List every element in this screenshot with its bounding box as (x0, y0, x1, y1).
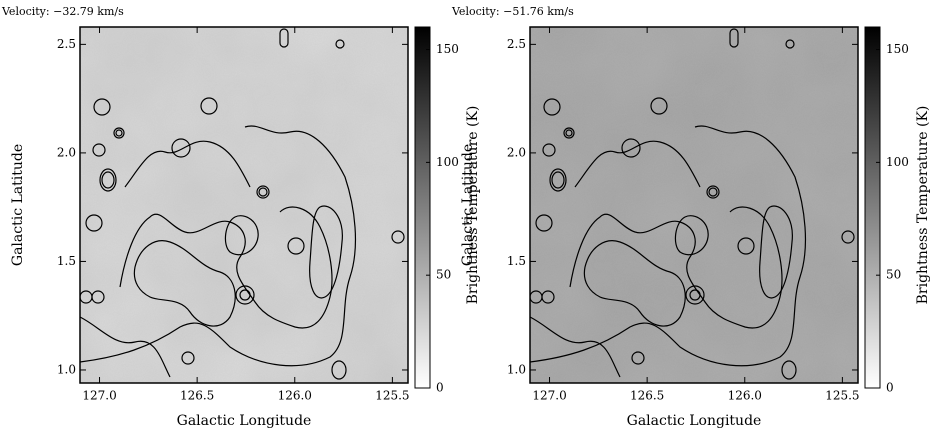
image-noise (530, 27, 858, 383)
panel: Velocity: −51.76 km/s 127.0 126.5 126.0 125.… (451, 5, 930, 429)
image (530, 27, 858, 383)
panel-title: Velocity: −32.79 km/s (1, 5, 124, 18)
plot-frame (529, 26, 859, 384)
panel: Velocity: −32.79 km/s 127.0 126.5 126.0 125.… (1, 5, 481, 429)
y-axis-label: Galactic Latitude (460, 144, 476, 266)
x-tick-label: 126.0 (278, 389, 312, 403)
y-tick-label: 1.0 (507, 362, 526, 376)
colorbar-tick-label: 150 (886, 42, 909, 56)
y-tick-label: 1.0 (57, 362, 76, 376)
colorbar-tick-label: 0 (436, 381, 444, 395)
colorbar-tick-label: 0 (886, 381, 894, 395)
image-noise (80, 27, 408, 383)
x-tick-label: 125.5 (375, 389, 409, 403)
colorbar-tick-label: 150 (436, 42, 459, 56)
x-axis-label: Galactic Longitude (627, 413, 762, 429)
image (80, 27, 408, 383)
y-axis-label: Galactic Latitude (10, 144, 26, 266)
panel-title: Velocity: −51.76 km/s (451, 5, 574, 18)
y-tick-label: 2.5 (57, 37, 76, 51)
colorbar-tick-label: 100 (436, 155, 459, 169)
x-tick-label: 126.0 (728, 389, 762, 403)
y-tick-label: 2.5 (507, 37, 526, 51)
colorbar-tick-label: 50 (886, 268, 901, 282)
colorbar-tick-label: 50 (436, 268, 451, 282)
y-tick-label: 1.5 (507, 254, 526, 268)
x-tick-label: 126.5 (180, 389, 214, 403)
x-tick-label: 125.5 (825, 389, 859, 403)
y-tick-label: 2.0 (57, 145, 76, 159)
x-tick-label: 127.0 (532, 389, 566, 403)
colorbar-label: Brightness Temperature (K) (465, 106, 481, 305)
colorbar-label: Brightness Temperature (K) (915, 106, 930, 305)
y-tick-label: 1.5 (57, 254, 76, 268)
x-tick-label: 126.5 (630, 389, 664, 403)
x-axis-label: Galactic Longitude (177, 413, 312, 429)
y-tick-label: 2.0 (507, 145, 526, 159)
plot-frame (79, 26, 409, 384)
colorbar (414, 26, 431, 389)
colorbar-tick-label: 100 (886, 155, 909, 169)
colorbar (864, 26, 881, 389)
x-tick-label: 127.0 (82, 389, 116, 403)
